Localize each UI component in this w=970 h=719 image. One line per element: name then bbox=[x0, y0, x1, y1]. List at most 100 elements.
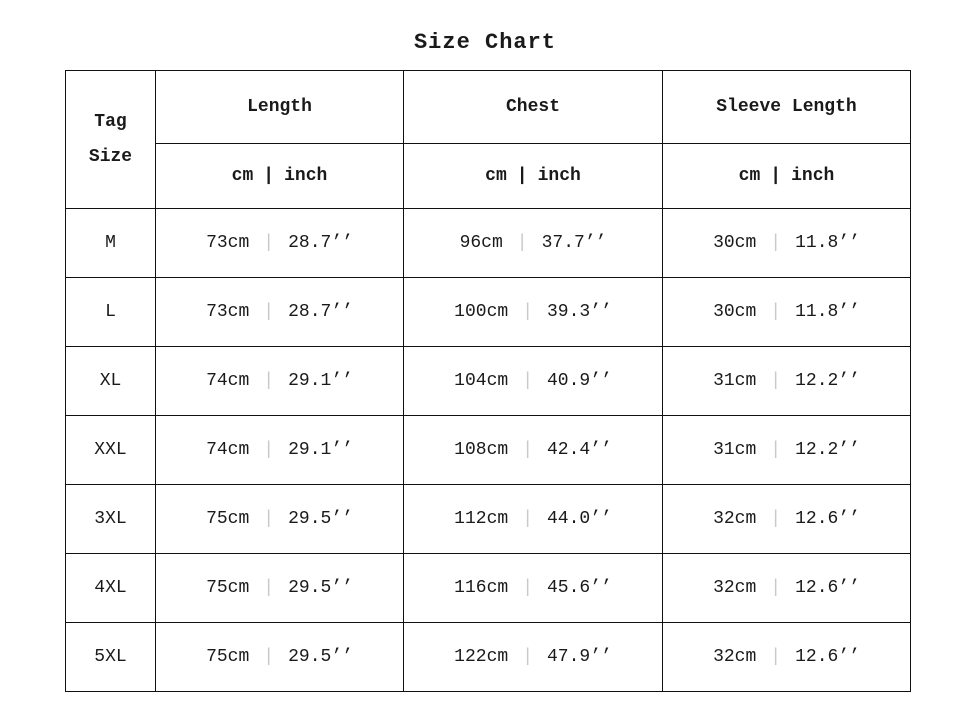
unit-divider-bar: | bbox=[516, 166, 528, 186]
cm-value: 73cm bbox=[206, 302, 250, 322]
table-row: 3XL 75cm | 29.5’’ 112cm | 44.0’’ 32cm | 12.6’’ bbox=[65, 484, 911, 554]
unit-header-length: cm | inch bbox=[155, 143, 404, 209]
chest-cell: 116cm | 45.6’’ bbox=[403, 553, 663, 623]
cm-value: 30cm bbox=[713, 302, 757, 322]
divider-bar: | bbox=[263, 647, 275, 667]
divider-bar: | bbox=[263, 440, 275, 460]
divider-bar: | bbox=[770, 578, 782, 598]
inch-value: 47.9’’ bbox=[547, 647, 612, 667]
chest-cell: 104cm | 40.9’’ bbox=[403, 346, 663, 416]
cm-value: 104cm bbox=[454, 371, 509, 391]
unit-inch-label: inch bbox=[791, 166, 835, 186]
divider-bar: | bbox=[770, 371, 782, 391]
inch-value: 29.5’’ bbox=[288, 578, 353, 598]
inch-value: 44.0’’ bbox=[547, 509, 612, 529]
divider-bar: | bbox=[263, 233, 275, 253]
inch-value: 29.1’’ bbox=[288, 371, 353, 391]
cm-value: 96cm bbox=[459, 233, 503, 253]
divider-bar: | bbox=[263, 302, 275, 322]
table-row: M 73cm | 28.7’’ 96cm | 37.7’’ 30cm | 11.8’’ bbox=[65, 208, 911, 278]
size-cell: M bbox=[65, 208, 156, 278]
unit-cm-label: cm bbox=[231, 166, 254, 186]
inch-value: 12.2’’ bbox=[795, 440, 860, 460]
sleeve-cell: 30cm | 11.8’’ bbox=[662, 208, 911, 278]
size-cell: 5XL bbox=[65, 622, 156, 692]
column-header-sleeve-length: Sleeve Length bbox=[662, 70, 911, 144]
cm-value: 108cm bbox=[454, 440, 509, 460]
cm-value: 75cm bbox=[206, 509, 250, 529]
size-chart-table: Tag Size Length Chest Sleeve Length cm |… bbox=[65, 70, 911, 692]
column-header-length: Length bbox=[155, 70, 404, 144]
sleeve-cell: 32cm | 12.6’’ bbox=[662, 484, 911, 554]
divider-bar: | bbox=[770, 509, 782, 529]
tag-size-line1: Tag bbox=[94, 111, 127, 132]
size-table-header: Tag Size Length Chest Sleeve Length cm |… bbox=[65, 70, 911, 209]
divider-bar: | bbox=[770, 647, 782, 667]
page-title: Size Chart bbox=[413, 30, 557, 55]
inch-value: 29.5’’ bbox=[288, 509, 353, 529]
cm-value: 32cm bbox=[713, 509, 757, 529]
divider-bar: | bbox=[522, 509, 533, 529]
cm-value: 31cm bbox=[713, 371, 757, 391]
inch-value: 28.7’’ bbox=[288, 233, 353, 253]
cm-value: 122cm bbox=[454, 647, 509, 667]
length-cell: 73cm | 28.7’’ bbox=[155, 277, 404, 347]
divider-bar: | bbox=[263, 509, 275, 529]
divider-bar: | bbox=[522, 647, 533, 667]
inch-value: 11.8’’ bbox=[795, 302, 860, 322]
table-row: 4XL 75cm | 29.5’’ 116cm | 45.6’’ 32cm | 12.6’’ bbox=[65, 553, 911, 623]
cm-value: 112cm bbox=[454, 509, 509, 529]
cm-value: 75cm bbox=[206, 647, 250, 667]
table-row: L 73cm | 28.7’’ 100cm | 39.3’’ 30cm | 11.8’’ bbox=[65, 277, 911, 347]
divider-bar: | bbox=[770, 233, 782, 253]
table-row: XL 74cm | 29.1’’ 104cm | 40.9’’ 31cm | 12.2’’ bbox=[65, 346, 911, 416]
tag-size-line2: Size bbox=[88, 146, 133, 167]
length-cell: 75cm | 29.5’’ bbox=[155, 622, 404, 692]
sleeve-cell: 32cm | 12.6’’ bbox=[662, 622, 911, 692]
cm-value: 74cm bbox=[206, 440, 250, 460]
cm-value: 32cm bbox=[713, 578, 757, 598]
inch-value: 12.2’’ bbox=[795, 371, 860, 391]
inch-value: 12.6’’ bbox=[795, 647, 860, 667]
size-cell: 4XL bbox=[65, 553, 156, 623]
inch-value: 45.6’’ bbox=[547, 578, 612, 598]
divider-bar: | bbox=[516, 233, 528, 253]
chest-cell: 112cm | 44.0’’ bbox=[403, 484, 663, 554]
sleeve-cell: 31cm | 12.2’’ bbox=[662, 415, 911, 485]
unit-cm-label: cm bbox=[485, 166, 507, 186]
cm-value: 75cm bbox=[206, 578, 250, 598]
size-cell: XL bbox=[65, 346, 156, 416]
inch-value: 12.6’’ bbox=[795, 578, 860, 598]
divider-bar: | bbox=[522, 302, 533, 322]
cm-value: 100cm bbox=[454, 302, 509, 322]
length-cell: 73cm | 28.7’’ bbox=[155, 208, 404, 278]
chest-cell: 108cm | 42.4’’ bbox=[403, 415, 663, 485]
unit-inch-label: inch bbox=[284, 166, 328, 186]
size-cell: 3XL bbox=[65, 484, 156, 554]
inch-value: 11.8’’ bbox=[795, 233, 860, 253]
inch-value: 29.1’’ bbox=[288, 440, 353, 460]
divider-bar: | bbox=[522, 440, 533, 460]
length-cell: 74cm | 29.1’’ bbox=[155, 346, 404, 416]
unit-inch-label: inch bbox=[537, 166, 581, 186]
column-header-chest: Chest bbox=[403, 70, 663, 144]
cm-value: 73cm bbox=[206, 233, 250, 253]
header-row-groups: Tag Size Length Chest Sleeve Length bbox=[65, 70, 911, 209]
cm-value: 31cm bbox=[713, 440, 757, 460]
inch-value: 39.3’’ bbox=[547, 302, 612, 322]
inch-value: 40.9’’ bbox=[547, 371, 612, 391]
inch-value: 28.7’’ bbox=[288, 302, 353, 322]
unit-header-sleeve-length: cm | inch bbox=[662, 143, 911, 209]
sleeve-cell: 32cm | 12.6’’ bbox=[662, 553, 911, 623]
divider-bar: | bbox=[522, 578, 533, 598]
cm-value: 74cm bbox=[206, 371, 250, 391]
size-cell: L bbox=[65, 277, 156, 347]
length-cell: 75cm | 29.5’’ bbox=[155, 553, 404, 623]
inch-value: 29.5’’ bbox=[288, 647, 353, 667]
cm-value: 32cm bbox=[713, 647, 757, 667]
unit-divider-bar: | bbox=[770, 166, 782, 186]
divider-bar: | bbox=[522, 371, 533, 391]
size-cell: XXL bbox=[65, 415, 156, 485]
sleeve-cell: 30cm | 11.8’’ bbox=[662, 277, 911, 347]
